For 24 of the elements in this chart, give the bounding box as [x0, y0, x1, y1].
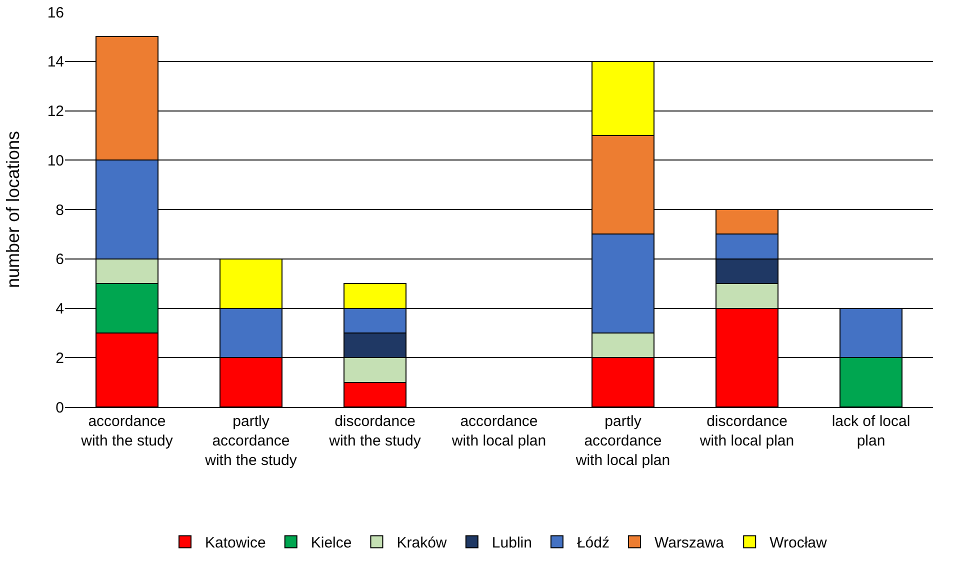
legend-label: Katowice — [205, 534, 266, 552]
x-tick-label: partly accordance with the study — [204, 413, 298, 469]
y-tick-label: 8 — [56, 202, 64, 219]
legend-label: Warszawa — [654, 534, 725, 552]
y-tick-label: 14 — [47, 54, 64, 71]
y-tick-label: 16 — [47, 4, 64, 22]
x-tick-label: discordance with local plan — [698, 413, 794, 450]
legend-label: Lublin — [492, 534, 532, 552]
legend-label: Kielce — [310, 534, 352, 552]
y-tick-label: 4 — [56, 300, 64, 318]
y-tick-label: 12 — [47, 103, 64, 120]
x-tick-label: accordance with local plan — [450, 413, 546, 450]
legend-label: Wrocław — [770, 534, 828, 552]
legend-label: Kraków — [396, 534, 447, 552]
y-tick-label: 0 — [56, 399, 64, 416]
y-axis-title: number of locations — [3, 130, 23, 288]
x-tick-label: partly accordance with local plan — [574, 413, 670, 469]
y-tick-label: 10 — [47, 152, 64, 170]
x-tick-label: accordance with the study — [80, 413, 174, 450]
x-tick-label: lack of local plan — [832, 413, 910, 450]
y-tick-label: 2 — [56, 350, 64, 367]
x-tick-label: discordance with the study — [328, 413, 422, 450]
y-tick-label: 6 — [56, 251, 64, 268]
legend-label: Łódź — [576, 534, 610, 552]
